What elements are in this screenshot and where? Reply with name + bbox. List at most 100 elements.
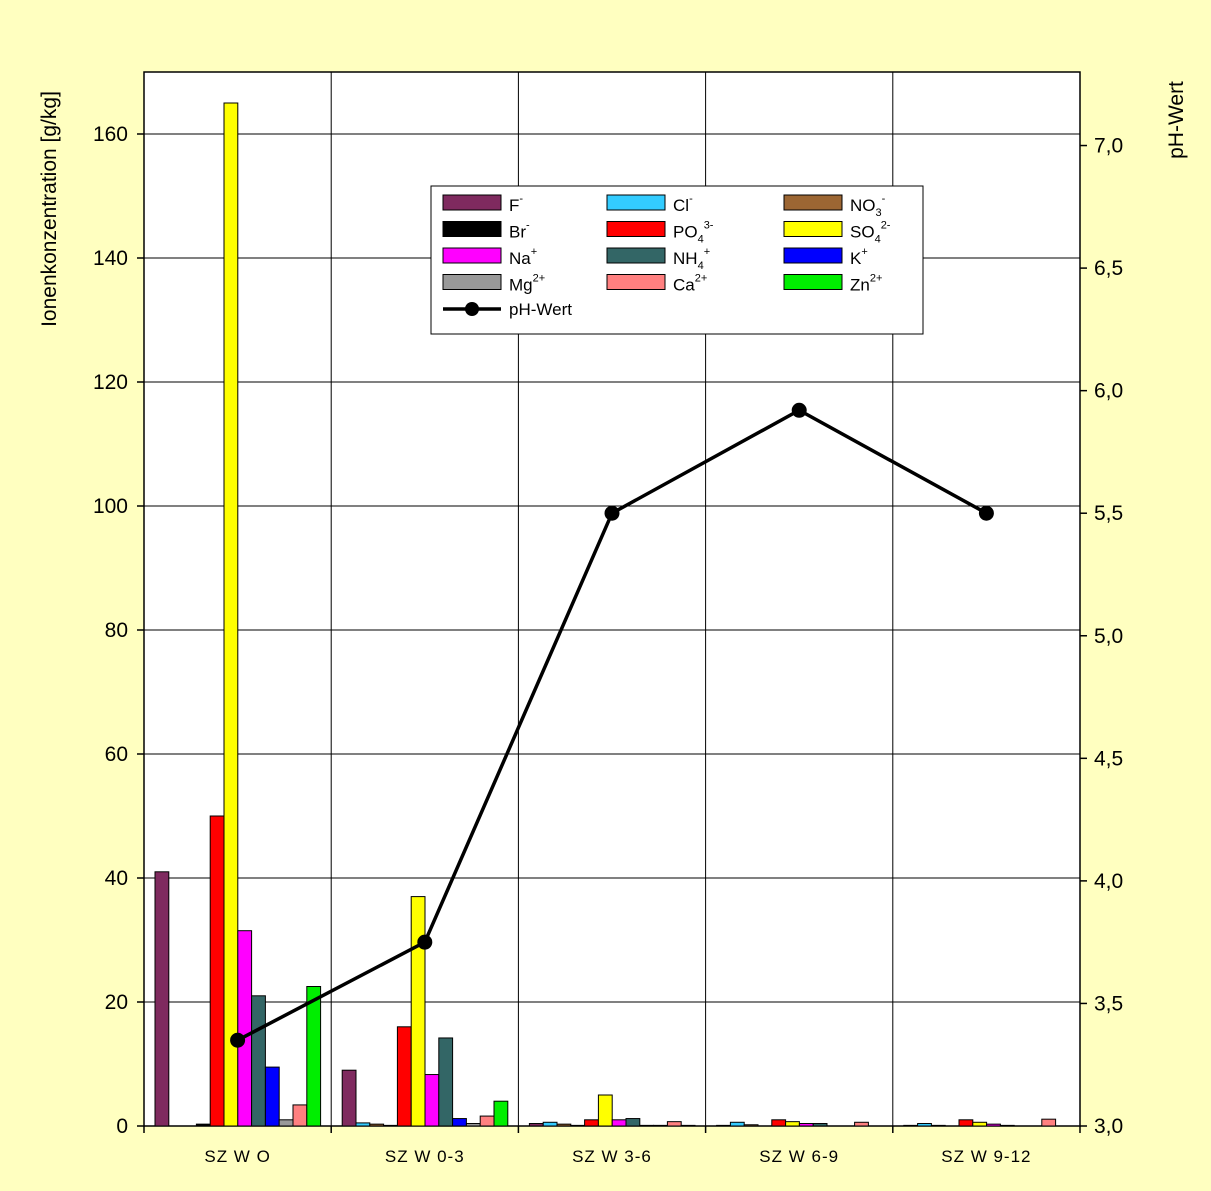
y2-tick-label: 3,5 [1094, 992, 1123, 1015]
ph-point [417, 934, 433, 950]
legend-swatch [606, 194, 666, 211]
legend-label: Zn2+ [850, 273, 882, 295]
bar-f [528, 1123, 544, 1127]
bar-f [903, 1124, 919, 1127]
bar-na [424, 1074, 440, 1127]
legend-label: K+ [850, 246, 868, 268]
y-tick-label: 160 [93, 123, 128, 146]
bar-nh [438, 1037, 454, 1127]
bar-f [341, 1069, 357, 1127]
ph-line [230, 402, 994, 1048]
y2-tick-label: 5,5 [1094, 502, 1123, 525]
ph-point [604, 505, 620, 521]
legend-swatch [606, 274, 666, 290]
bar-nh [812, 1123, 828, 1127]
legend-swatch [606, 247, 666, 264]
y2-axis-title: pH-Wert [1165, 81, 1188, 159]
legend-label: Ca2+ [673, 273, 707, 295]
y2-tick-label: 7,0 [1094, 135, 1123, 158]
bar-po [958, 1119, 974, 1127]
legend-swatch [606, 221, 666, 237]
bar-f [154, 871, 170, 1127]
legend-swatch [783, 247, 843, 264]
ph-point [791, 402, 807, 418]
bar-po [209, 815, 225, 1127]
bar-so [785, 1121, 800, 1127]
bar-po [584, 1119, 599, 1127]
legend-swatch [442, 221, 502, 237]
y2-tick-label: 4,0 [1094, 870, 1123, 893]
y-tick-label: 100 [93, 495, 128, 518]
bar-cl [542, 1121, 558, 1127]
y-axis-title: Ionenkonzentration [g/kg] [38, 91, 61, 327]
bar-nh [999, 1124, 1015, 1127]
bar-no [930, 1124, 946, 1127]
bar-cl [917, 1123, 932, 1127]
legend-label: Na+ [509, 246, 537, 268]
legend-label: NO3- [850, 193, 886, 219]
bar-zn [493, 1100, 509, 1127]
legend-label: Cl- [673, 193, 693, 215]
bar-ca [292, 1104, 308, 1127]
bar-po [771, 1119, 787, 1127]
y2-tick-label: 4,5 [1094, 747, 1123, 770]
x-tick-label: SZ W 9-12 [941, 1147, 1031, 1166]
bar-ca [666, 1121, 682, 1127]
bar-br [570, 1124, 586, 1127]
bar-ca [1041, 1118, 1057, 1127]
bar-na [611, 1119, 627, 1127]
bar-na [237, 930, 253, 1127]
x-tick-label: SZ W 0-3 [385, 1147, 465, 1166]
legend-swatch [783, 274, 843, 290]
y-tick-label: 20 [105, 991, 128, 1014]
bar-br [195, 1123, 211, 1127]
legend-swatch [442, 247, 502, 264]
bar-no [556, 1123, 572, 1127]
y2-tick-label: 6,5 [1094, 257, 1123, 280]
x-tick-label: SZ W O [204, 1147, 270, 1166]
y-tick-label: 80 [105, 619, 128, 642]
bar-cl [355, 1122, 371, 1127]
bar-na [986, 1123, 1001, 1127]
bar-cl [729, 1121, 745, 1127]
ph-point [230, 1032, 246, 1048]
bar-ca [479, 1115, 495, 1127]
bar-nh [625, 1118, 641, 1127]
bar-no [743, 1124, 759, 1127]
y-tick-label: 60 [105, 743, 128, 766]
bar-br [383, 1124, 398, 1127]
y-tick-label: 140 [93, 247, 128, 270]
legend-swatch [783, 194, 843, 211]
bar-zn [306, 986, 322, 1127]
y-tick-label: 0 [116, 1115, 128, 1138]
legend-label: F- [509, 193, 523, 215]
bar-so [410, 896, 426, 1127]
y-tick-label: 120 [93, 371, 128, 394]
bar-mg [278, 1119, 294, 1127]
x-tick-label: SZ W 3-6 [572, 1147, 652, 1166]
y2-tick-label: 6,0 [1094, 380, 1123, 403]
legend-swatch [442, 194, 502, 211]
bar-mg [653, 1124, 668, 1127]
bar-so [972, 1121, 988, 1127]
bar-k [639, 1124, 655, 1127]
legend: F- Cl- NO3- Br- PO43- SO42- Na+ NH4+ K+ Mg2+ Ca2+ Z… [430, 185, 924, 335]
bar-so [597, 1094, 613, 1127]
x-tick-label: SZ W 6-9 [759, 1147, 839, 1166]
axes: 0 20 40 60 80 100 120 140 160 3,0 3,5 4,0 4,5 5,0 5,5 6… [93, 123, 1123, 1166]
legend-swatch [783, 221, 843, 237]
legend-label: SO42- [850, 220, 891, 246]
y2-tick-label: 5,0 [1094, 625, 1123, 648]
legend-label: Br- [509, 220, 530, 242]
bar-k [264, 1066, 280, 1127]
legend-marker [465, 302, 479, 316]
legend-swatch [442, 274, 502, 290]
bar-so [223, 102, 239, 1127]
y-tick-label: 40 [105, 867, 128, 890]
legend-label: PO43- [673, 220, 714, 246]
legend-label: NH4+ [673, 246, 710, 272]
bar-zn [680, 1124, 696, 1127]
bar-k [452, 1118, 467, 1127]
bar-ca [854, 1121, 869, 1127]
